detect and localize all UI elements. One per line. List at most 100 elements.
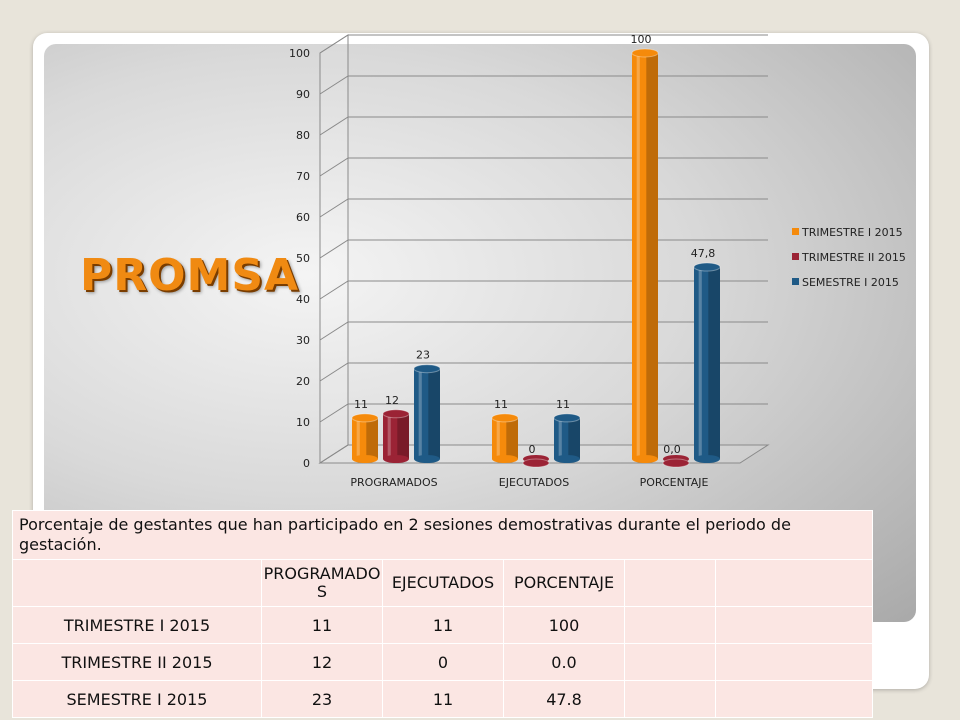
header-ejecutados: EJECUTADOS: [382, 559, 504, 607]
cell-empty: [715, 606, 873, 644]
x-tick-label: PROGRAMADOS: [350, 476, 437, 489]
row-label: SEMESTRE I 2015: [12, 680, 262, 718]
gridline: [319, 116, 768, 136]
bar: [383, 413, 409, 459]
bar-highlight: [636, 53, 640, 459]
bar-shade: [708, 267, 720, 459]
table-row: TRIMESTRE II 2015 12 0 0.0: [12, 643, 873, 681]
gridline: [319, 321, 768, 341]
legend-swatch: [792, 228, 799, 235]
bar-base: [492, 455, 518, 463]
y-tick-label: 100: [289, 47, 310, 60]
bar-shade: [366, 417, 378, 459]
y-tick-label: 20: [296, 375, 310, 388]
bar-base: [632, 455, 658, 463]
legend-swatch: [792, 278, 799, 285]
slide-title: PROMSA: [80, 250, 300, 301]
header-porcentaje: PORCENTAJE: [503, 559, 625, 607]
y-tick-label: 90: [296, 88, 310, 101]
bar-shade: [397, 413, 409, 459]
header-programados: PROGRAMADO S: [261, 559, 383, 607]
x-tick-label: PORCENTAJE: [640, 476, 709, 489]
bar: [492, 417, 518, 459]
data-table: Porcentaje de gestantes que han particip…: [12, 510, 873, 718]
y-tick-label: 60: [296, 211, 310, 224]
table-row: TRIMESTRE I 2015 11 11 100: [12, 606, 873, 644]
bar-top: [522, 458, 550, 468]
y-tick-label: 80: [296, 129, 310, 142]
bar-top: [382, 409, 410, 419]
cell-empty: [715, 680, 873, 718]
bar-top: [662, 458, 690, 468]
bar: [694, 267, 720, 459]
gridline: [319, 198, 768, 218]
cell-porcentaje: 0.0: [503, 643, 625, 681]
data-label: 100: [631, 33, 652, 46]
bar-base: [383, 455, 409, 463]
header-cell-empty: [12, 559, 262, 607]
bar-shade: [568, 417, 580, 459]
data-label: 11: [494, 398, 508, 411]
cell-programados: 12: [261, 643, 383, 681]
cell-empty: [624, 643, 716, 681]
cell-ejecutados: 11: [382, 680, 504, 718]
gridline: [319, 280, 768, 300]
gridline: [319, 239, 768, 259]
table-header-row: PROGRAMADO S EJECUTADOS PORCENTAJE: [12, 559, 873, 607]
x-tick-label: EJECUTADOS: [499, 476, 569, 489]
y-tick-label: 0: [303, 457, 310, 470]
bar-shade: [506, 417, 518, 459]
gridline: [319, 157, 768, 177]
bar-shade: [428, 368, 440, 459]
bar: [632, 53, 658, 459]
bar-highlight: [558, 417, 562, 459]
header-cell-empty: [624, 559, 716, 607]
y-tick-label: 40: [296, 293, 310, 306]
gridline: [319, 403, 768, 423]
bar-top: [413, 364, 441, 374]
bar-top: [553, 413, 581, 423]
header-cell-empty: [715, 559, 873, 607]
row-label: TRIMESTRE II 2015: [12, 643, 262, 681]
data-label: 0,0: [663, 443, 681, 456]
cell-porcentaje: 100: [503, 606, 625, 644]
bar-base: [414, 455, 440, 463]
bar-highlight: [698, 267, 702, 459]
cell-empty: [715, 643, 873, 681]
y-tick-label: 30: [296, 334, 310, 347]
table-caption: Porcentaje de gestantes que han particip…: [12, 510, 873, 560]
cell-empty: [624, 606, 716, 644]
bar: [554, 417, 580, 459]
bar: [352, 417, 378, 459]
bar-highlight: [418, 368, 422, 459]
bar-top: [351, 413, 379, 423]
bar-highlight: [387, 413, 391, 459]
gridline: [319, 444, 768, 464]
bar-shade: [646, 53, 658, 459]
bar: [414, 368, 440, 459]
bar-top: [491, 413, 519, 423]
bar-top: [693, 262, 721, 272]
bar-highlight: [496, 417, 500, 459]
cell-empty: [624, 680, 716, 718]
bar-base: [352, 455, 378, 463]
bar-highlight: [356, 417, 360, 459]
legend-label: SEMESTRE I 2015: [802, 276, 899, 289]
data-label: 11: [556, 398, 570, 411]
bar-base: [554, 455, 580, 463]
cell-ejecutados: 0: [382, 643, 504, 681]
legend-swatch: [792, 253, 799, 260]
legend-label: TRIMESTRE II 2015: [801, 251, 906, 264]
table-row: SEMESTRE I 2015 23 11 47.8: [12, 680, 873, 718]
data-label: 12: [385, 394, 399, 407]
row-label: TRIMESTRE I 2015: [12, 606, 262, 644]
cell-programados: 23: [261, 680, 383, 718]
cell-porcentaje: 47.8: [503, 680, 625, 718]
y-tick-label: 70: [296, 170, 310, 183]
gridline: [319, 34, 768, 54]
cell-programados: 11: [261, 606, 383, 644]
data-label: 47,8: [691, 247, 716, 260]
legend-label: TRIMESTRE I 2015: [801, 226, 903, 239]
y-tick-label: 10: [296, 416, 310, 429]
